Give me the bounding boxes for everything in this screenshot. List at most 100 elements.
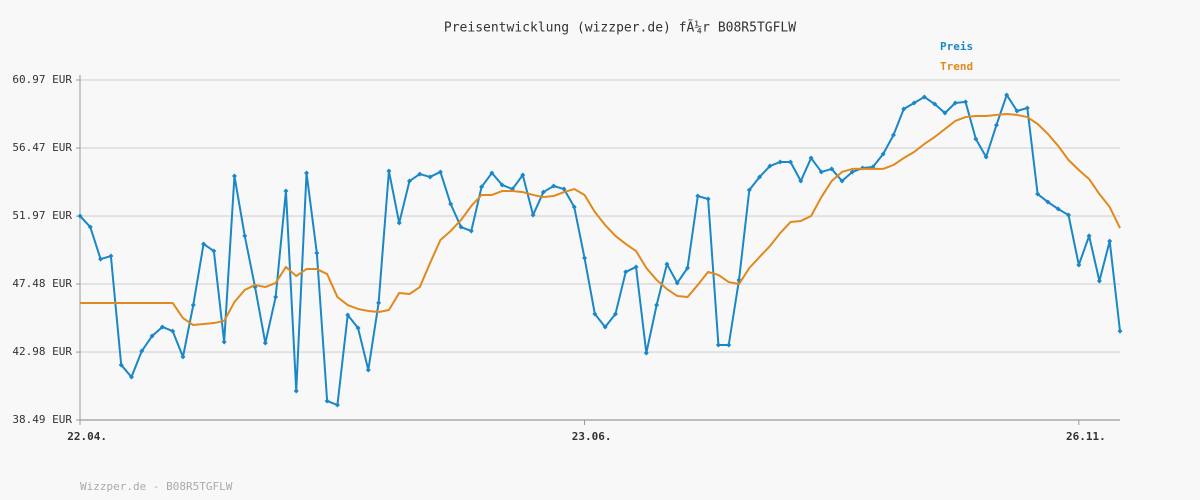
point-marker	[983, 154, 989, 160]
point-marker	[664, 261, 670, 267]
point-marker	[448, 201, 454, 207]
point-marker	[128, 374, 134, 380]
point-marker	[118, 362, 124, 368]
point-marker	[77, 213, 83, 219]
point-marker	[283, 188, 289, 194]
point-marker	[623, 269, 629, 275]
point-marker	[1055, 206, 1061, 212]
point-marker	[685, 265, 691, 271]
point-marker	[540, 189, 546, 195]
point-marker	[705, 196, 711, 202]
point-marker	[139, 348, 145, 354]
point-marker	[798, 178, 804, 184]
point-marker	[654, 302, 660, 308]
point-marker	[911, 100, 917, 106]
point-marker	[829, 166, 835, 172]
point-marker	[273, 294, 279, 300]
point-marker	[479, 184, 485, 190]
point-marker	[1035, 191, 1041, 197]
point-marker	[376, 300, 382, 306]
point-marker	[901, 106, 907, 112]
point-marker	[633, 264, 639, 270]
point-marker	[293, 388, 299, 394]
y-tick-label: 42.98 EUR	[12, 345, 72, 358]
point-marker	[973, 136, 979, 142]
point-marker	[221, 339, 227, 345]
point-marker	[1096, 278, 1102, 284]
y-tick-label: 56.47 EUR	[12, 141, 72, 154]
point-marker	[1024, 105, 1030, 111]
point-marker	[551, 183, 557, 189]
point-marker	[612, 311, 618, 317]
y-tick-label: 38.49 EUR	[12, 413, 72, 426]
point-marker	[427, 174, 433, 180]
point-marker	[180, 354, 186, 360]
point-marker	[314, 250, 320, 256]
point-marker	[777, 159, 783, 165]
point-marker	[715, 342, 721, 348]
point-marker	[304, 170, 310, 176]
footer: Wizzper.de - B08R5TGFLW	[80, 480, 233, 493]
point-marker	[201, 241, 207, 247]
point-marker	[458, 224, 464, 230]
point-marker	[396, 220, 402, 226]
point-marker	[530, 212, 536, 218]
point-marker	[1066, 212, 1072, 218]
x-tick-label: 22.04.	[67, 430, 107, 443]
point-marker	[890, 132, 896, 138]
point-marker	[602, 324, 608, 330]
point-marker	[952, 100, 958, 106]
point-marker	[942, 110, 948, 116]
point-marker	[262, 340, 268, 346]
point-marker	[592, 311, 598, 317]
point-marker	[582, 255, 588, 261]
point-marker	[355, 325, 361, 331]
point-marker	[108, 253, 114, 259]
point-marker	[1004, 92, 1010, 98]
point-marker	[695, 193, 701, 199]
series-line	[79, 93, 1121, 407]
legend-label: Trend	[940, 60, 973, 73]
point-marker	[880, 151, 886, 157]
point-marker	[334, 402, 340, 408]
point-marker	[726, 342, 732, 348]
point-marker	[767, 163, 773, 169]
point-marker	[231, 173, 237, 179]
point-marker	[386, 168, 392, 174]
x-tick-label: 26.11.	[1066, 430, 1106, 443]
point-marker	[211, 248, 217, 254]
point-marker	[437, 169, 443, 175]
point-marker	[746, 187, 752, 193]
point-marker	[571, 204, 577, 210]
point-marker	[963, 99, 969, 105]
point-marker	[345, 312, 351, 318]
point-marker	[1086, 233, 1092, 239]
point-marker	[468, 228, 474, 234]
point-marker	[808, 155, 814, 161]
point-marker	[674, 280, 680, 286]
point-marker	[190, 302, 196, 308]
legend-label: Preis	[940, 40, 973, 53]
point-marker	[1107, 238, 1113, 244]
point-marker	[1076, 262, 1082, 268]
point-marker	[818, 169, 824, 175]
point-marker	[170, 328, 176, 334]
point-marker	[1117, 328, 1123, 334]
x-tick-label: 23.06.	[572, 430, 612, 443]
point-marker	[520, 172, 526, 178]
y-tick-label: 47.48 EUR	[12, 277, 72, 290]
point-marker	[149, 333, 155, 339]
y-tick-label: 51.97 EUR	[12, 209, 72, 222]
point-marker	[921, 94, 927, 100]
point-marker	[489, 170, 495, 176]
point-marker	[787, 159, 793, 165]
point-marker	[849, 169, 855, 175]
point-marker	[98, 256, 104, 262]
point-marker	[932, 101, 938, 107]
point-marker	[561, 186, 567, 192]
point-marker	[757, 174, 763, 180]
series-line	[80, 113, 1121, 327]
chart-title: Preisentwicklung (wizzper.de) fÃ¼r B08R5…	[444, 20, 796, 36]
point-marker	[839, 178, 845, 184]
